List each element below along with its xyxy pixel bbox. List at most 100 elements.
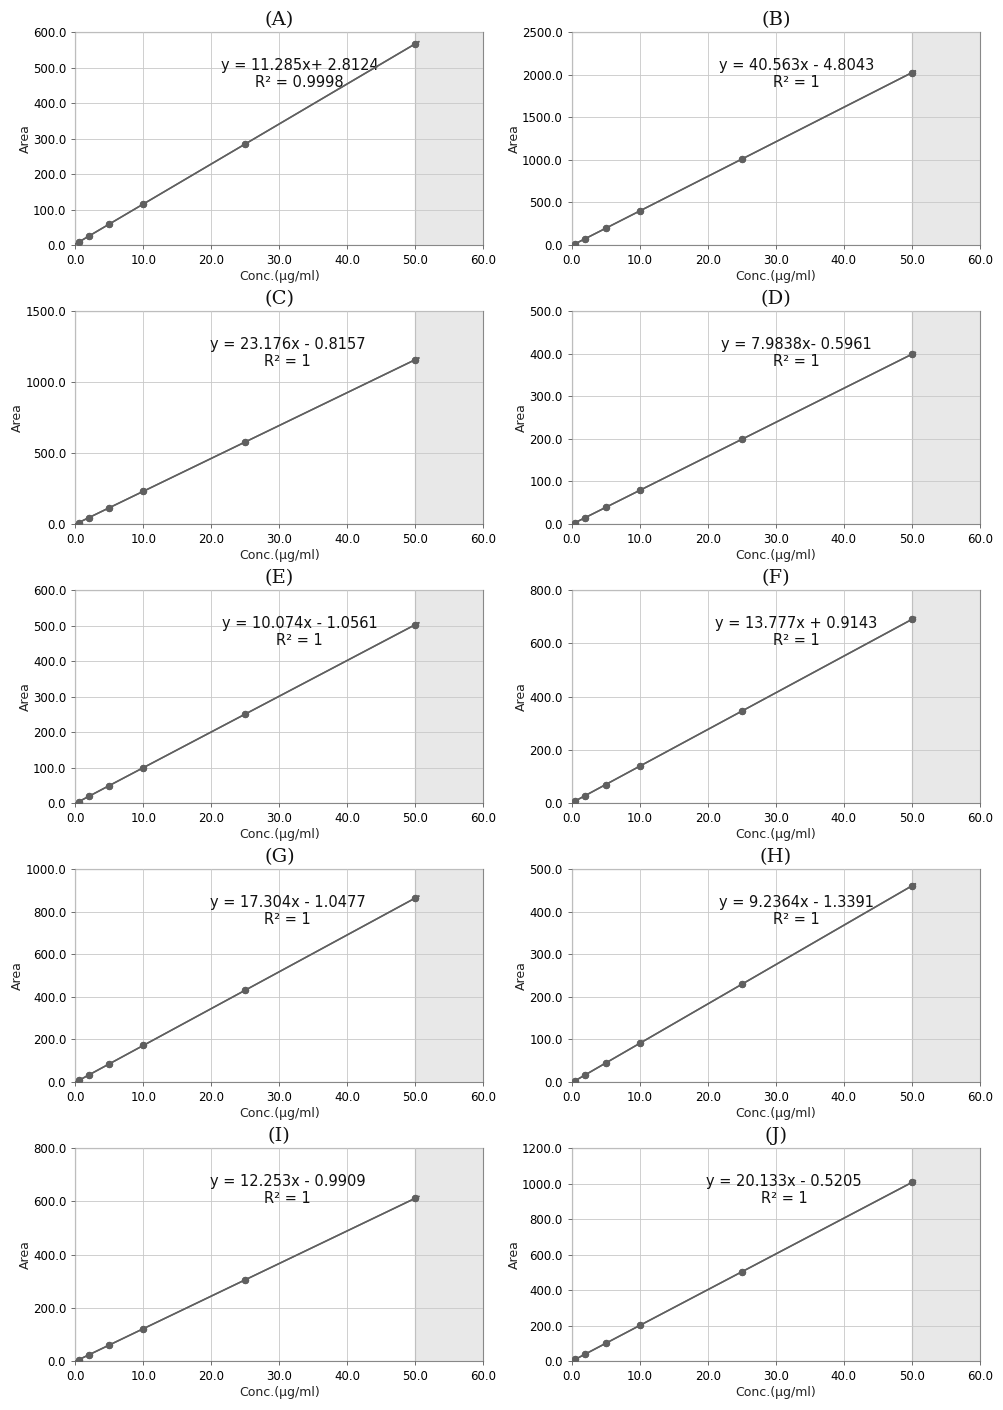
Point bbox=[597, 1332, 613, 1355]
X-axis label: Conc.(μg/ml): Conc.(μg/ml) bbox=[735, 1386, 815, 1399]
X-axis label: Conc.(μg/ml): Conc.(μg/ml) bbox=[735, 1107, 815, 1120]
Point bbox=[81, 224, 97, 247]
Point bbox=[407, 1187, 423, 1210]
Bar bbox=[572, 1148, 911, 1361]
Point bbox=[733, 1261, 749, 1283]
X-axis label: Conc.(μg/ml): Conc.(μg/ml) bbox=[239, 548, 319, 563]
Point bbox=[733, 429, 749, 451]
Point bbox=[631, 1314, 647, 1337]
Point bbox=[135, 756, 151, 778]
Point bbox=[567, 233, 583, 255]
Point bbox=[101, 1053, 117, 1076]
Point bbox=[567, 1348, 583, 1371]
Point bbox=[631, 1032, 647, 1055]
X-axis label: Conc.(μg/ml): Conc.(μg/ml) bbox=[735, 269, 815, 283]
Point bbox=[903, 874, 919, 897]
Point bbox=[81, 1344, 97, 1366]
Point bbox=[81, 224, 97, 247]
Point bbox=[577, 1342, 593, 1365]
Point bbox=[81, 785, 97, 808]
Point bbox=[597, 496, 613, 519]
Point bbox=[903, 608, 919, 630]
Point bbox=[903, 874, 919, 897]
Point bbox=[135, 1034, 151, 1056]
Point bbox=[903, 343, 919, 365]
X-axis label: Conc.(μg/ml): Conc.(μg/ml) bbox=[239, 1107, 319, 1120]
Point bbox=[70, 1069, 86, 1091]
Point bbox=[597, 496, 613, 519]
Point bbox=[631, 200, 647, 223]
Point bbox=[237, 702, 253, 725]
Point bbox=[903, 1172, 919, 1194]
Point bbox=[70, 512, 86, 534]
X-axis label: Conc.(μg/ml): Conc.(μg/ml) bbox=[239, 828, 319, 840]
Point bbox=[237, 133, 253, 155]
Point bbox=[567, 1348, 583, 1371]
Point bbox=[631, 1032, 647, 1055]
Point bbox=[733, 1261, 749, 1283]
Point bbox=[407, 613, 423, 636]
Title: (H): (H) bbox=[759, 847, 791, 866]
Point bbox=[597, 1332, 613, 1355]
Point bbox=[237, 1269, 253, 1292]
Bar bbox=[75, 589, 415, 804]
Bar bbox=[572, 869, 911, 1081]
Title: (F): (F) bbox=[760, 570, 789, 587]
Point bbox=[70, 1069, 86, 1091]
Point bbox=[407, 348, 423, 371]
Point bbox=[407, 348, 423, 371]
Point bbox=[567, 790, 583, 812]
Point bbox=[70, 512, 86, 534]
Point bbox=[577, 227, 593, 250]
Point bbox=[135, 1317, 151, 1340]
Y-axis label: Area: Area bbox=[507, 1241, 520, 1269]
Point bbox=[81, 1063, 97, 1086]
Point bbox=[631, 479, 647, 502]
Point bbox=[237, 1269, 253, 1292]
Title: (I): (I) bbox=[268, 1127, 291, 1145]
Point bbox=[101, 774, 117, 797]
Point bbox=[903, 62, 919, 85]
Text: y = 7.9838x- 0.5961
R² = 1: y = 7.9838x- 0.5961 R² = 1 bbox=[720, 337, 871, 369]
Title: (D): (D) bbox=[759, 290, 790, 309]
Point bbox=[237, 430, 253, 453]
Point bbox=[631, 200, 647, 223]
Bar bbox=[75, 312, 415, 525]
Title: (G): (G) bbox=[264, 847, 294, 866]
Point bbox=[101, 496, 117, 519]
Point bbox=[70, 1348, 86, 1371]
Point bbox=[135, 479, 151, 502]
Point bbox=[70, 791, 86, 814]
Point bbox=[733, 148, 749, 171]
Point bbox=[577, 784, 593, 807]
Point bbox=[81, 506, 97, 529]
Bar bbox=[572, 312, 911, 525]
Y-axis label: Area: Area bbox=[515, 403, 528, 431]
Point bbox=[101, 496, 117, 519]
Text: y = 17.304x - 1.0477
R² = 1: y = 17.304x - 1.0477 R² = 1 bbox=[210, 894, 365, 926]
X-axis label: Conc.(μg/ml): Conc.(μg/ml) bbox=[735, 828, 815, 840]
Point bbox=[733, 973, 749, 995]
Point bbox=[577, 1342, 593, 1365]
Point bbox=[733, 699, 749, 722]
Point bbox=[135, 193, 151, 216]
Point bbox=[407, 32, 423, 55]
Point bbox=[81, 1344, 97, 1366]
Point bbox=[903, 62, 919, 85]
Title: (A): (A) bbox=[265, 11, 294, 30]
Point bbox=[567, 790, 583, 812]
Y-axis label: Area: Area bbox=[515, 962, 528, 990]
Point bbox=[631, 754, 647, 777]
Point bbox=[70, 231, 86, 254]
Point bbox=[903, 1172, 919, 1194]
Point bbox=[577, 784, 593, 807]
Point bbox=[237, 702, 253, 725]
Bar bbox=[75, 32, 415, 245]
Point bbox=[733, 148, 749, 171]
Y-axis label: Area: Area bbox=[515, 682, 528, 711]
Point bbox=[407, 32, 423, 55]
Point bbox=[101, 1053, 117, 1076]
Y-axis label: Area: Area bbox=[11, 962, 24, 990]
Bar bbox=[75, 869, 415, 1081]
Point bbox=[81, 506, 97, 529]
